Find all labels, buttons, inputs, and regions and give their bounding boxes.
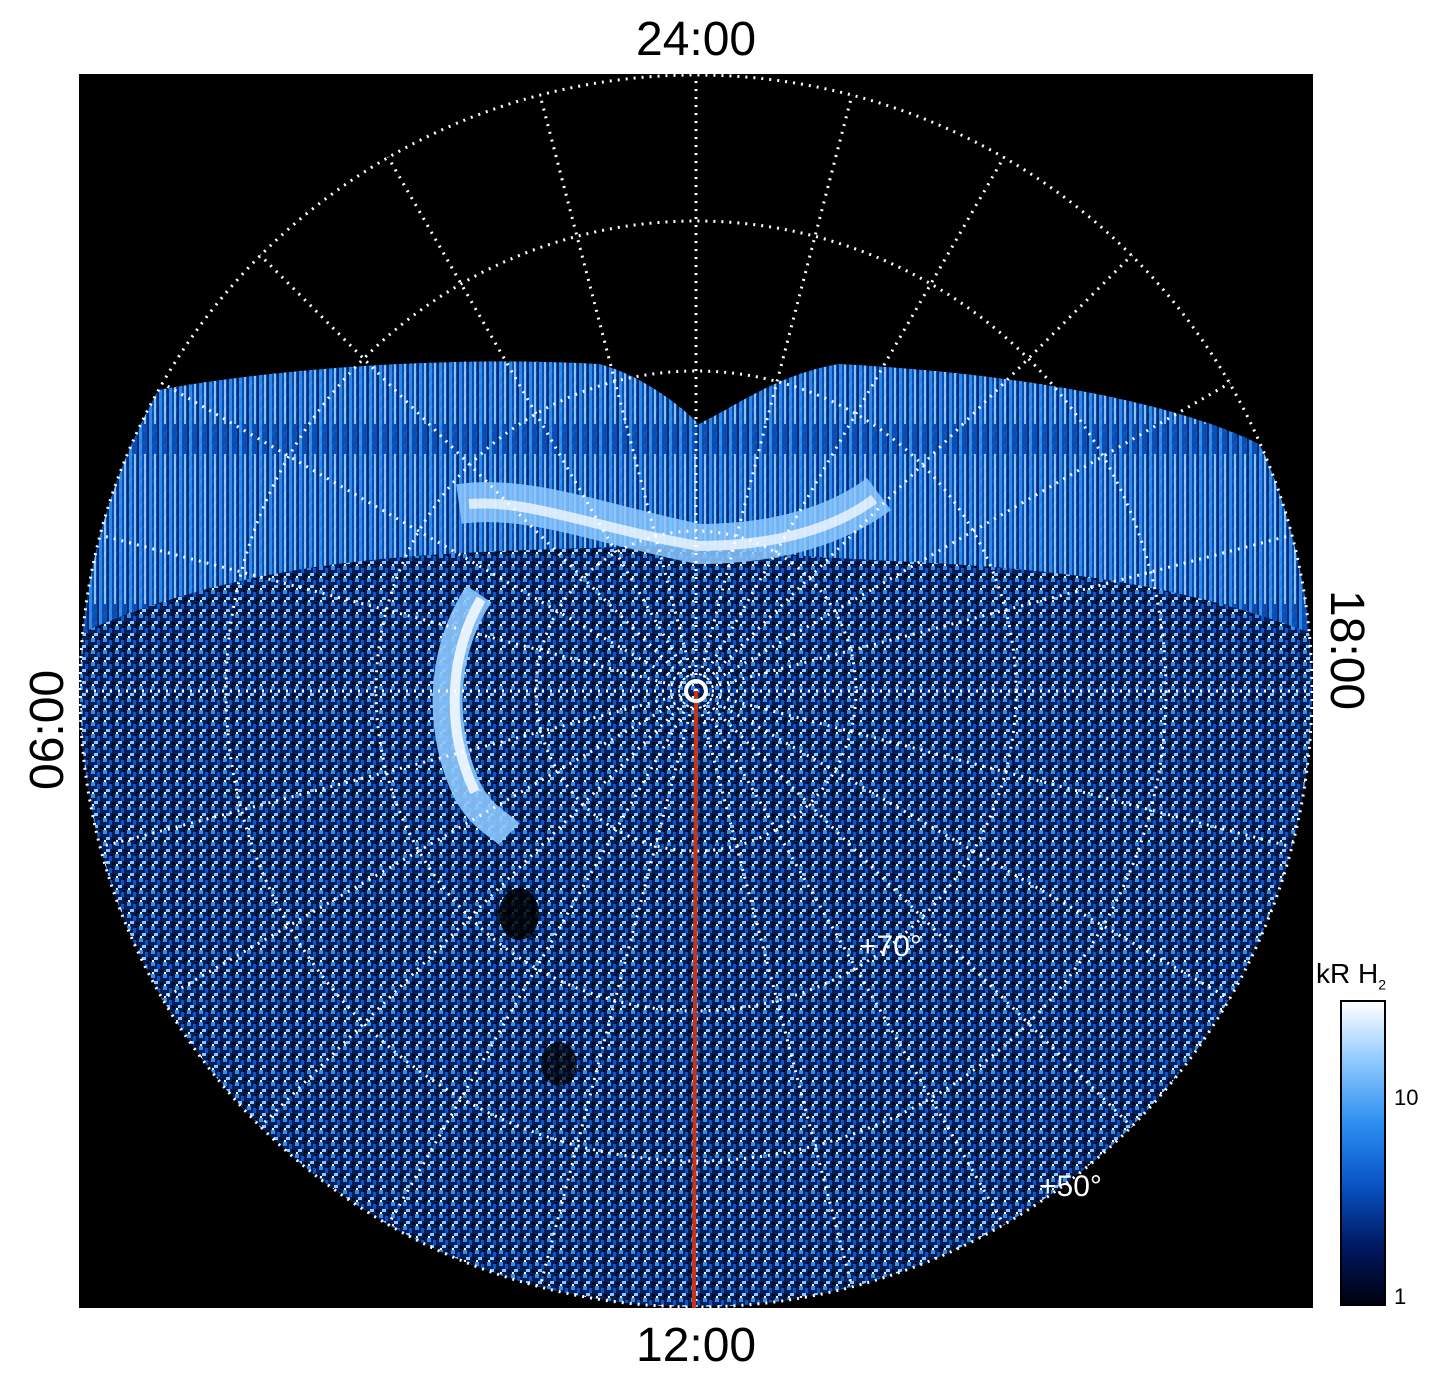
dark-patch bbox=[499, 888, 539, 940]
colorbar-tick-1: 1 bbox=[1394, 1284, 1407, 1309]
local-time-label-right: 18:00 bbox=[1320, 590, 1373, 711]
colorbar bbox=[1340, 1000, 1386, 1306]
main-oval-arc-core bbox=[468, 495, 878, 552]
auroral-polar-image: +70° +50° bbox=[79, 74, 1313, 1308]
colorbar-tick-10: 10 bbox=[1394, 1085, 1419, 1110]
local-time-label-top: 24:00 bbox=[636, 13, 757, 66]
local-time-label-left: 06:00 bbox=[21, 669, 74, 790]
local-time-label-left-wrap: 06:00 bbox=[21, 590, 76, 790]
colorbar-title: kR H2 bbox=[1316, 958, 1387, 993]
noon-meridian-line bbox=[692, 690, 698, 1308]
local-time-label-right-wrap: 18:00 bbox=[1320, 590, 1374, 790]
local-time-label-bottom: 12:00 bbox=[636, 1319, 757, 1372]
dawn-arc-core bbox=[449, 596, 486, 795]
pole-marker bbox=[684, 679, 708, 703]
latitude-label-50: +50° bbox=[1039, 1170, 1102, 1203]
dawn-arc bbox=[432, 585, 520, 846]
dark-patch bbox=[541, 1042, 577, 1086]
latitude-label-70: +70° bbox=[859, 930, 922, 963]
